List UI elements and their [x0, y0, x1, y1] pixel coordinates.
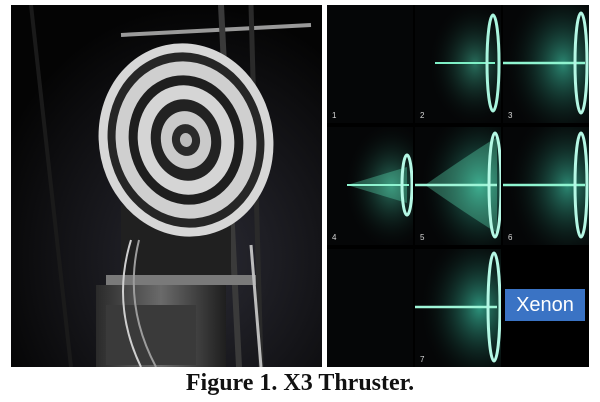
panel-number: 4: [332, 233, 337, 242]
plume-panel-6: 6: [503, 127, 589, 245]
plume-image: [327, 127, 413, 245]
panel-number: 2: [420, 111, 425, 120]
plume-panel-2: 2: [415, 5, 501, 123]
panel-number: 5: [420, 233, 425, 242]
plume-image: [415, 5, 501, 123]
thruster-illustration: [11, 5, 322, 367]
plume-grid: 1 2: [327, 5, 589, 367]
plume-image: [415, 249, 501, 367]
thruster-photo: [11, 5, 322, 367]
plume-panel-3: 3: [503, 5, 589, 123]
empty-panel: [327, 249, 413, 367]
xenon-label: Xenon: [505, 289, 585, 321]
plume-panel-5: 5: [415, 127, 501, 245]
panel-number: 7: [420, 355, 425, 364]
plume-panel-1: 1: [327, 5, 413, 123]
plume-panel-4: 4: [327, 127, 413, 245]
panel-number: 3: [508, 111, 513, 120]
figure-caption: Figure 1. X3 Thruster.: [185, 370, 415, 396]
panel-number: 1: [332, 111, 337, 120]
plume-panel-7: 7: [415, 249, 501, 367]
plume-image: [415, 127, 501, 245]
plume-image: [503, 127, 589, 245]
panel-number: 6: [508, 233, 513, 242]
plume-image: [503, 5, 589, 123]
